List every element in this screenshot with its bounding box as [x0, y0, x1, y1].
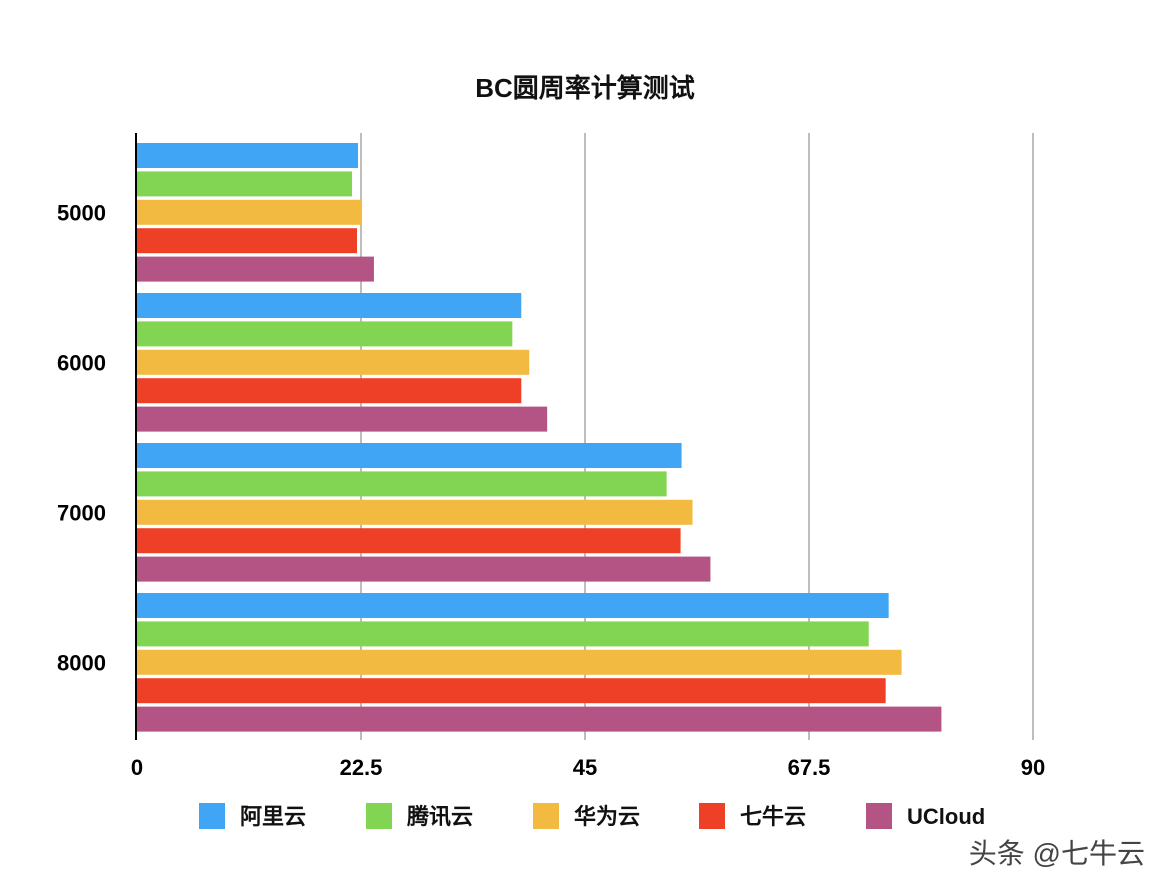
x-tick-labels: 0 22.5 45 67.5 90 [131, 755, 1045, 780]
category-label: 8000 [57, 650, 106, 675]
bar [137, 593, 889, 618]
bars [137, 143, 942, 732]
bar [137, 706, 942, 732]
category-labels: 5000 6000 7000 8000 [57, 200, 106, 675]
legend-label: 腾讯云 [407, 804, 473, 829]
bar [137, 678, 886, 704]
bar [137, 471, 667, 497]
bar [137, 406, 548, 432]
bar [137, 228, 358, 254]
bar [137, 349, 530, 375]
legend-swatch [199, 803, 225, 829]
legend-label: 阿里云 [240, 804, 306, 829]
category-label: 5000 [57, 200, 106, 225]
x-tick-label: 45 [573, 755, 597, 780]
chart-title: BC圆周率计算测试 [475, 73, 695, 103]
legend-label: 七牛云 [740, 804, 806, 829]
legend-label: 华为云 [574, 804, 640, 829]
bar [137, 443, 682, 468]
bar [137, 199, 362, 225]
bar [137, 321, 513, 347]
x-tick-label: 67.5 [788, 755, 831, 780]
bar [137, 649, 902, 675]
category-label: 7000 [57, 500, 106, 525]
bar [137, 171, 353, 197]
bar [137, 528, 681, 554]
bar [137, 256, 374, 282]
bar [137, 556, 711, 582]
x-tick-label: 22.5 [340, 755, 383, 780]
legend-swatch [866, 803, 892, 829]
bar [137, 499, 693, 525]
legend-swatch [366, 803, 392, 829]
legend-label: UCloud [907, 804, 985, 829]
legend-swatch [533, 803, 559, 829]
bar [137, 378, 522, 404]
bar [137, 293, 522, 318]
watermark: 头条 @七牛云 [969, 838, 1145, 869]
legend: 阿里云 腾讯云 华为云 七牛云 UCloud [199, 803, 985, 829]
bar [137, 143, 359, 168]
grid-lines [360, 133, 1034, 740]
legend-swatch [699, 803, 725, 829]
x-tick-label: 0 [131, 755, 143, 780]
x-tick-label: 90 [1021, 755, 1045, 780]
bar [137, 621, 869, 647]
category-label: 6000 [57, 350, 106, 375]
